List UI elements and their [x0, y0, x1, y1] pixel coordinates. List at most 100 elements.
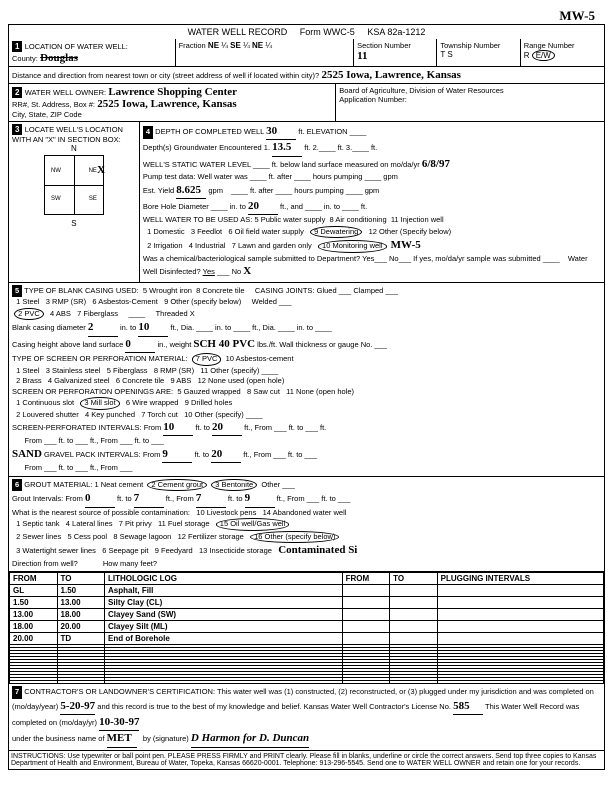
grout-title: GROUT MATERIAL: [24, 480, 92, 489]
section-6-num: 6 [12, 479, 22, 492]
perf-to: 20 [212, 420, 242, 436]
c6: 6 Asbestos-Cement [92, 297, 157, 306]
section-5-num: 5 [12, 285, 22, 298]
j3: Welded ___ [252, 297, 292, 306]
s12: 12 None used (open hole) [198, 376, 285, 385]
x-mark: X [97, 164, 105, 176]
o1: 1 Continuous slot [16, 398, 74, 407]
county-label: County: [12, 54, 38, 63]
gw-label: Depth(s) Groundwater Encountered [143, 143, 262, 152]
county-value: Douglas [40, 52, 78, 64]
use-12: 12 Other (Specify below) [369, 227, 452, 236]
owner-label: WATER WELL OWNER: [25, 88, 106, 97]
s5: 5 Fiberglass [107, 366, 148, 375]
g4: Other ___ [261, 480, 294, 489]
table-row: 13.0018.00Clayey Sand (SW) [10, 609, 604, 621]
app-label: Application Number: [339, 95, 407, 104]
co5: 5 Cess pool [67, 532, 107, 541]
gi-from: 0 [85, 491, 115, 507]
co4: 4 Lateral lines [66, 519, 113, 528]
table-row: 1.5013.00Silty Clay (CL) [10, 597, 604, 609]
gi-to: 7 [134, 491, 164, 507]
form-id: WWC-5 [323, 27, 355, 37]
casing-title: TYPE OF BLANK CASING USED: [24, 286, 139, 295]
g3: 3 Bentonite [211, 479, 257, 492]
co14: 14 Abandoned water well [263, 508, 347, 517]
license-value: 585 [453, 699, 483, 715]
yield-label: Est. Yield [143, 186, 174, 195]
bore-to: 20 [248, 199, 278, 215]
cert-date: 5-20-97 [60, 699, 95, 715]
height-label: Casing height above land surface [12, 340, 123, 349]
township-label: Township Number [440, 41, 500, 50]
s8: 8 RMP (SR) [154, 366, 194, 375]
footer-instructions: INSTRUCTIONS: Use typewriter or ball poi… [9, 751, 604, 769]
joints-label: CASING JOINTS: [255, 286, 315, 295]
dia-value: 2 [88, 320, 118, 336]
form-header: WATER WELL RECORD Form WWC-5 KSA 82a-121… [9, 25, 604, 39]
compass-s: S [71, 219, 76, 228]
dia-label: Blank casing diameter [12, 323, 86, 332]
compass-n: N [71, 144, 77, 153]
contam-other: Contaminated Si [278, 544, 357, 556]
section3-title: LOCATE WELL'S LOCATION WITH AN "X" IN SE… [12, 125, 123, 144]
section-value: 11 [357, 50, 367, 62]
o11: 11 None (open hole) [286, 387, 354, 396]
use-10: 10 Monitoring well [318, 240, 386, 253]
dia-to: 10 [138, 320, 168, 336]
addr-label: RR#, St. Address, Box #: [12, 100, 95, 109]
board-label: Board of Agriculture, Division of Water … [339, 86, 503, 95]
use-5: 5 Public water supply [254, 215, 325, 224]
dir-ew: E/W [532, 50, 555, 61]
nw-label: NW [51, 168, 61, 174]
q3: NE [252, 41, 263, 50]
use-4: 4 Industrial [189, 241, 226, 250]
table-row: 18.0020.00Clayey Silt (ML) [10, 621, 604, 633]
c7: 7 Fiberglass [77, 309, 118, 318]
q2: SE [230, 41, 241, 50]
section-1-row: 1 LOCATION OF WATER WELL: County: Dougla… [9, 39, 604, 67]
c5: 5 Wrought iron [143, 286, 192, 295]
use-1: 1 Domestic [147, 227, 185, 236]
contam-label: What is the nearest source of possible c… [12, 508, 190, 517]
s1: 1 Steel [16, 366, 39, 375]
form-title: WATER WELL RECORD [188, 27, 288, 37]
owner-value: Lawrence Shopping Center [108, 86, 237, 98]
o8: 8 Saw cut [247, 387, 280, 396]
yield-value: 8.625 [176, 183, 206, 199]
co2: 2 Sewer lines [16, 532, 61, 541]
lith-header: LITHOLOGIC LOG [105, 573, 343, 585]
statute: KSA 82a-1212 [367, 27, 425, 37]
s11: 11 Other (specify) [200, 366, 259, 375]
co16: 16 Other (specify below) [250, 531, 339, 544]
screen-title: TYPE OF SCREEN OR PERFORATION MATERIAL: [12, 354, 188, 363]
perf-label: SCREEN-PERFORATED INTERVALS: From [12, 423, 161, 432]
o2: 2 Louvered shutter [16, 410, 79, 419]
g1: 1 Neat cement [94, 480, 143, 489]
co1: 1 Septic tank [16, 519, 59, 528]
handwritten-id: MW-5 [8, 8, 605, 24]
co11: 11 Fuel storage [158, 519, 210, 528]
o7: 7 Torch cut [141, 410, 178, 419]
se-label: SE [89, 196, 97, 202]
q1: NE [208, 41, 219, 50]
location-label: LOCATION OF WATER WELL: [25, 42, 128, 51]
section-2-num: 2 [12, 87, 22, 98]
swl-text: ft. below land surface measured on mo/da… [272, 160, 420, 169]
table-row: 20.00TDEnd of Borehole [10, 633, 604, 645]
o6: 6 Wire wrapped [126, 398, 179, 407]
weight-value: SCH 40 PVC [193, 338, 255, 350]
use-7: 7 Lawn and garden only [232, 241, 312, 250]
s2: 2 Brass [16, 376, 41, 385]
co6: 6 Seepage pit [102, 546, 148, 555]
lithologic-log-table: FROM TO LITHOLOGIC LOG FROM TO PLUGGING … [9, 572, 604, 684]
use-9: 9 Dewatering [310, 226, 362, 239]
swl-date: 6/8/97 [422, 158, 450, 170]
sig-label: by (signature) [143, 734, 189, 743]
depth-label: DEPTH OF COMPLETED WELL [155, 127, 264, 136]
co10: 10 Livestock pens [196, 508, 256, 517]
g2: 2 Cement grout [147, 479, 207, 492]
s6: 6 Concrete tile [116, 376, 164, 385]
perf-from: 10 [163, 420, 193, 436]
height-value: 0 [125, 337, 155, 353]
